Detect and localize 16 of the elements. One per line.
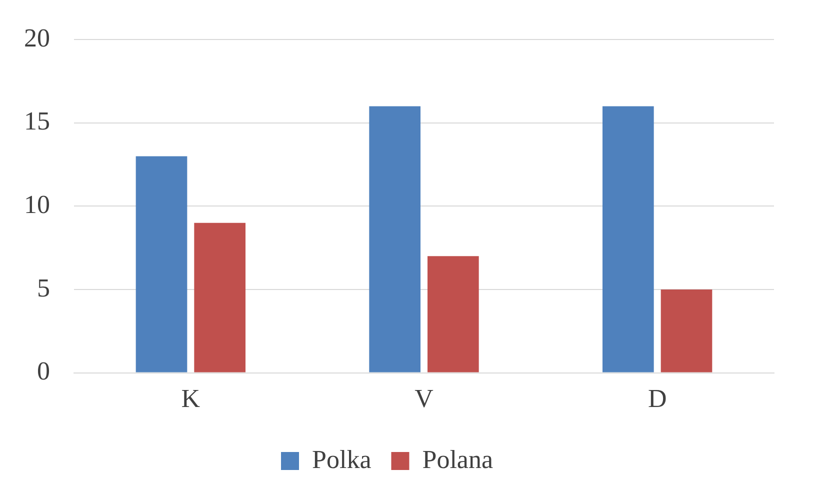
y-tick-label: 10 [24, 190, 50, 220]
x-tick-label: D [648, 384, 667, 414]
x-tick-label: V [414, 384, 434, 414]
bar [369, 106, 420, 372]
bar [194, 222, 246, 372]
y-tick-label: 0 [37, 356, 50, 386]
legend-label: Polka [312, 444, 372, 474]
bar [428, 256, 479, 372]
bar [660, 290, 712, 372]
x-tick-label: K [181, 384, 200, 414]
bar [602, 106, 654, 372]
y-tick-label: 5 [37, 273, 50, 302]
y-tick-label: 15 [24, 106, 50, 136]
legend-label: Polana [422, 444, 494, 474]
y-tick-label: 20 [24, 23, 50, 52]
bar [136, 156, 188, 372]
